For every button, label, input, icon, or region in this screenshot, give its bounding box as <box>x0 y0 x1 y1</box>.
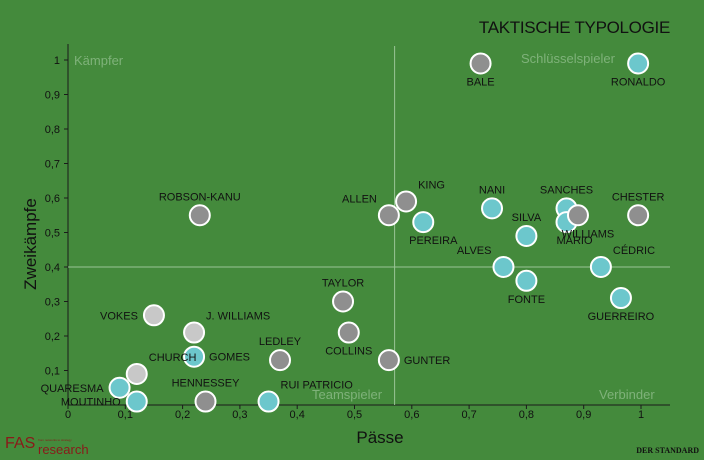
x-tick-label: 0 <box>65 409 71 421</box>
point-ronaldo <box>627 52 650 75</box>
y-tick-label: 1 <box>54 55 60 67</box>
point-alves <box>492 256 515 278</box>
point-label-quaresma: QUARESMA <box>41 383 105 395</box>
point-label-bale: BALE <box>466 76 494 88</box>
quadrant-label-top-right: Schlüsselspieler <box>521 51 616 66</box>
point-gunter <box>377 349 400 372</box>
quadrant-label-bottom-left: Teamspieler <box>312 387 383 402</box>
point-label-moutinho: MOUTINHO <box>61 397 121 409</box>
point-chester <box>627 204 650 227</box>
point-label-mario: MARIO <box>556 235 593 247</box>
point-label-ledley: LEDLEY <box>259 336 302 348</box>
brand-tagline: from networks to strategy <box>38 438 72 442</box>
quadrant-label-bottom-right: Verbinder <box>599 387 655 402</box>
point-taylor <box>332 290 355 313</box>
point-label-vokes: VOKES <box>100 310 138 322</box>
point-label-gomes: GOMES <box>209 352 250 364</box>
y-tick-label: 0,8 <box>45 124 60 136</box>
point-c-dric <box>589 256 612 278</box>
y-tick-label: 0,5 <box>45 228 60 240</box>
y-axis-ticks: 0,1 0,2 0,3 0,4 0,5 0,6 0,7 0,8 0,9 1 <box>45 55 68 378</box>
point-label-sanches: SANCHES <box>540 184 593 196</box>
x-axis-title: Pässe <box>356 428 403 447</box>
point-label-c-dric: CÉDRIC <box>613 244 655 257</box>
y-axis-title: Zweikämpfe <box>21 198 40 290</box>
point-rui-patricio <box>257 390 280 413</box>
point-fonte <box>515 269 538 292</box>
data-points <box>108 52 650 413</box>
point-label-nani: NANI <box>479 184 505 196</box>
point-label-j-williams: J. WILLIAMS <box>206 311 270 323</box>
quadrant-label-top-left: Kämpfer <box>74 53 124 68</box>
x-tick-label: 1 <box>638 409 644 421</box>
point-allen <box>377 204 400 227</box>
point-ledley <box>269 349 292 372</box>
y-tick-label: 0,3 <box>45 297 60 309</box>
point-label-fonte: FONTE <box>508 294 545 306</box>
point-label-williams: WILLIAMS <box>562 228 615 240</box>
y-tick-label: 0,6 <box>45 193 60 205</box>
x-tick-label: 0,1 <box>118 409 133 421</box>
y-tick-label: 0,1 <box>45 366 60 378</box>
point-label-gunter: GUNTER <box>404 355 451 367</box>
point-label-church: CHURCH <box>149 352 197 364</box>
point-nani <box>481 197 504 220</box>
point-williams <box>566 204 589 227</box>
point-bale <box>469 52 492 75</box>
x-tick-label: 0,2 <box>175 409 190 421</box>
x-tick-label: 0,6 <box>404 409 419 421</box>
brand-research: research <box>38 442 89 457</box>
point-label-allen: ALLEN <box>342 193 377 205</box>
x-tick-label: 0,8 <box>519 409 534 421</box>
y-tick-label: 0,4 <box>45 262 60 274</box>
x-tick-label: 0,9 <box>576 409 591 421</box>
x-tick-label: 0,3 <box>232 409 247 421</box>
y-tick-label: 0,9 <box>45 90 60 102</box>
point-church <box>125 362 148 385</box>
point-collins <box>337 321 360 344</box>
axes <box>67 44 670 406</box>
point-label-guerreiro: GUERREIRO <box>588 311 655 323</box>
point-gomes <box>183 345 206 368</box>
y-tick-label: 0,7 <box>45 159 60 171</box>
point-label-rui-patricio: RUI PATRICIO <box>281 380 354 392</box>
point-king <box>395 190 418 213</box>
publisher-name: DER STANDARD <box>636 446 699 455</box>
x-tick-label: 0,5 <box>347 409 362 421</box>
point-vokes <box>142 304 165 327</box>
point-label-alves: ALVES <box>457 245 492 257</box>
point-label-hennessey: HENNESSEY <box>172 378 241 390</box>
brand-fas: FAS <box>5 435 35 452</box>
point-label-ronaldo: RONALDO <box>611 76 666 88</box>
point-pereira <box>412 211 435 234</box>
point-j-williams <box>183 321 206 344</box>
point-quaresma <box>108 376 131 399</box>
point-guerreiro <box>609 287 632 310</box>
x-tick-label: 0,7 <box>461 409 476 421</box>
point-label-collins: COLLINS <box>325 346 372 358</box>
point-hennessey <box>194 390 217 413</box>
point-label-silva: SILVA <box>512 212 542 224</box>
data-point-labels: BALE RONALDO ROBSON-KANU KING ALLEN PEREIRA NA… <box>41 76 666 408</box>
chart-title: TAKTISCHE TYPOLOGIE <box>479 18 670 37</box>
point-robson-kanu <box>188 204 211 227</box>
x-tick-label: 0,4 <box>290 409 305 421</box>
point-silva <box>515 224 538 247</box>
point-label-pereira: PEREIRA <box>409 235 458 247</box>
fas-research-logo: FAS research from networks to strategy <box>5 435 89 457</box>
point-label-king: KING <box>418 179 445 191</box>
point-label-taylor: TAYLOR <box>322 278 364 290</box>
y-tick-label: 0,2 <box>45 331 60 343</box>
point-label-robson-kanu: ROBSON-KANU <box>159 191 241 203</box>
point-moutinho <box>125 390 148 413</box>
point-label-chester: CHESTER <box>612 191 665 203</box>
x-axis-ticks: 0 0,1 0,2 0,3 0,4 0,5 0,6 0,7 0,8 0,9 1 <box>65 405 644 421</box>
